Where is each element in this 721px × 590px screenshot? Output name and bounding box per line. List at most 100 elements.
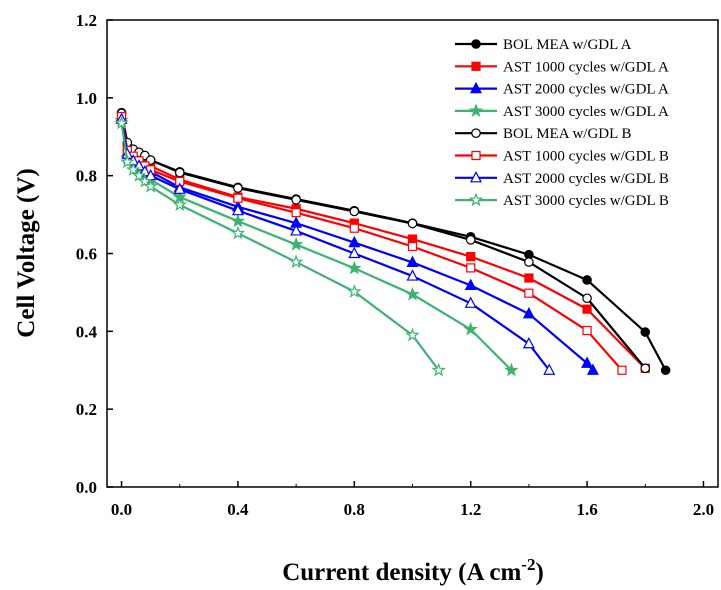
data-point (120, 154, 135, 169)
axis-ticks: 0.0 0.4 0.8 1.2 1.6 2.0 0.0 0.2 0.4 0.6 0.8 1.0 1.2 (76, 11, 714, 519)
x-axis-title-end: ) (535, 559, 543, 586)
legend-label: AST 2000 cycles w/GDL A (503, 82, 669, 98)
x-tick-label: 0.8 (344, 500, 365, 519)
legend-label: AST 2000 cycles w/GDL B (503, 171, 669, 187)
legend-marker (468, 103, 484, 118)
data-point (233, 183, 243, 193)
data-point (288, 254, 304, 269)
x-tick-label: 1.6 (576, 500, 597, 519)
data-point (586, 363, 599, 375)
data-point (231, 203, 244, 216)
legend-item: AST 1000 cycles w/GDL B (455, 149, 669, 165)
series-line (120, 122, 440, 371)
legend: BOL MEA w/GDL A AST 1000 cycles w/GDL A AS… (455, 37, 669, 209)
data-point (114, 115, 129, 130)
legend-item: AST 2000 cycles w/GDL A (455, 82, 669, 98)
data-point (291, 208, 301, 218)
data-point (348, 235, 361, 248)
data-point (582, 325, 592, 336)
series-8 (114, 115, 446, 377)
data-point (466, 263, 476, 273)
legend-marker (468, 192, 484, 207)
data-point (233, 193, 243, 203)
series-layer (114, 107, 671, 377)
data-point (504, 362, 519, 377)
data-point (431, 362, 446, 377)
data-point (290, 224, 303, 236)
data-point (137, 173, 152, 188)
data-point (660, 365, 671, 376)
y-tick-label: 0.0 (76, 478, 97, 497)
data-point (522, 336, 535, 349)
y-tick-label: 0.2 (76, 400, 97, 419)
data-point (230, 225, 246, 240)
data-point (405, 286, 420, 301)
data-point (464, 296, 477, 308)
y-tick-label: 1.2 (76, 11, 97, 30)
x-axis-title-superscript: -2 (521, 555, 535, 574)
legend-marker (471, 128, 481, 138)
data-point (407, 218, 418, 229)
data-point (524, 288, 534, 298)
data-point (463, 321, 478, 336)
y-tick-label: 1.0 (76, 89, 97, 108)
data-point (348, 246, 361, 259)
legend-label: AST 1000 cycles w/GDL B (503, 149, 669, 165)
x-tick-label: 0.4 (227, 500, 249, 519)
data-point (582, 275, 592, 285)
y-tick-label: 0.8 (76, 167, 97, 186)
data-point (131, 168, 147, 182)
data-point (466, 252, 476, 262)
x-tick-label: 1.2 (460, 500, 481, 519)
data-point (349, 206, 360, 217)
y-axis-title: Cell Voltage (V) (13, 168, 40, 337)
legend-item: AST 3000 cycles w/GDL B (455, 192, 669, 209)
data-point (524, 273, 534, 283)
legend-label: BOL MEA w/GDL A (503, 37, 632, 53)
legend-item: AST 1000 cycles w/GDL A (455, 59, 669, 75)
legend-item: AST 3000 cycles w/GDL A (455, 103, 669, 120)
x-axis-title-main: Current density (A cm (282, 559, 521, 586)
x-tick-label: 0.0 (111, 500, 132, 519)
legend-item: BOL MEA w/GDL B (455, 126, 631, 142)
data-point (581, 356, 594, 368)
data-point (126, 162, 141, 176)
legend-label: BOL MEA w/GDL B (503, 126, 631, 142)
legend-item: AST 2000 cycles w/GDL B (455, 171, 669, 187)
x-tick-label: 2.0 (693, 500, 714, 519)
data-point (288, 237, 304, 251)
data-point (582, 293, 592, 304)
legend-label: AST 3000 cycles w/GDL B (503, 193, 669, 209)
x-axis-title: Current density (A cm-2) (282, 555, 544, 586)
data-point (291, 194, 301, 205)
data-point (406, 255, 419, 268)
data-point (582, 304, 592, 314)
data-point (172, 197, 187, 211)
data-point (347, 284, 362, 298)
data-point (640, 363, 651, 374)
legend-marker (471, 150, 481, 161)
data-point (640, 327, 651, 337)
data-point (543, 363, 556, 375)
y-tick-label: 0.6 (76, 245, 97, 264)
data-point (405, 327, 420, 342)
data-point (173, 182, 186, 194)
data-point (465, 235, 476, 245)
legend-marker (471, 61, 481, 71)
y-tick-label: 0.4 (76, 322, 98, 341)
legend-label: AST 3000 cycles w/GDL A (503, 104, 669, 120)
data-point (406, 269, 419, 281)
legend-marker (471, 39, 481, 49)
data-point (347, 260, 362, 275)
legend-box (447, 32, 714, 214)
data-point (522, 307, 535, 319)
data-point (464, 278, 477, 291)
series-5 (116, 108, 651, 374)
legend-label: AST 1000 cycles w/GDL A (503, 59, 669, 75)
data-point (174, 167, 185, 178)
data-point (143, 179, 158, 193)
legend-marker (470, 81, 482, 94)
data-point (617, 365, 627, 375)
data-point (407, 241, 418, 252)
